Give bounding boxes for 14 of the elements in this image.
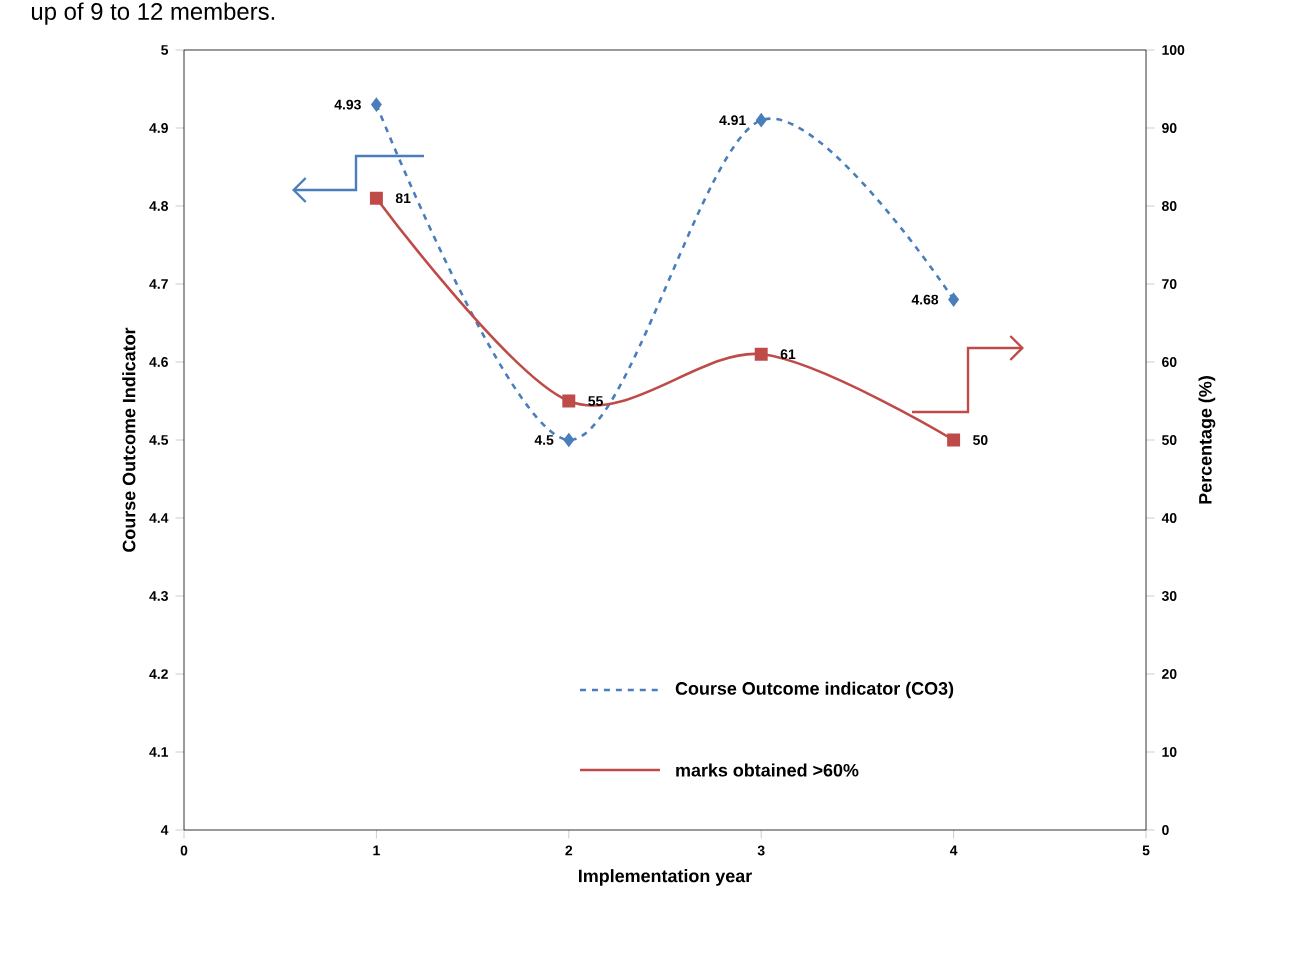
point: [562, 394, 576, 408]
point: [563, 433, 574, 447]
y-axis-title: Course Outcome Indicator: [122, 327, 136, 552]
point: [371, 98, 382, 112]
y2-axis-title: Percentage (%): [1198, 376, 1216, 504]
legend-label: marks obtained >60%: [676, 763, 859, 777]
point: [756, 113, 767, 127]
x-axis-title: Implementation year: [579, 869, 752, 886]
legend-label: Course Outcome indicator (CO3): [675, 681, 954, 699]
text: up of 9 to 12 members.: [31, 2, 275, 25]
point: [947, 433, 961, 447]
point: [369, 191, 383, 205]
point: [754, 347, 768, 361]
point: [948, 293, 959, 307]
